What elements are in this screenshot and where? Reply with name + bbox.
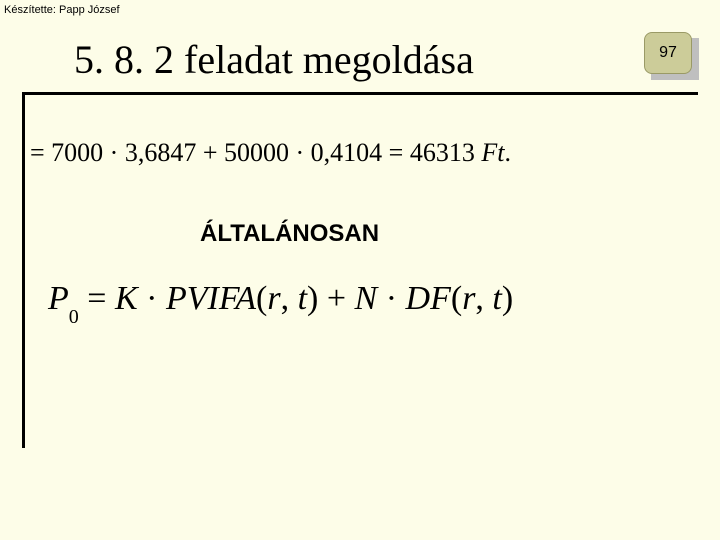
- numeric-formula: = 7000 · 3,6847 + 50000 · 0,4104 = 46313…: [30, 138, 511, 168]
- page-number-badge: 97: [644, 32, 692, 74]
- general-formula: P0 = K · PVIFA(r, t) + N · DF(r, t): [48, 280, 513, 323]
- title-row: 5. 8. 2 feladat megoldása: [0, 30, 720, 90]
- page-title: 5. 8. 2 feladat megoldása: [74, 36, 474, 83]
- left-vertical-rule: [22, 92, 25, 448]
- author-label: Készítette: Papp József: [4, 4, 120, 16]
- section-heading: ÁLTALÁNOSAN: [200, 220, 379, 248]
- title-underline: [22, 92, 698, 95]
